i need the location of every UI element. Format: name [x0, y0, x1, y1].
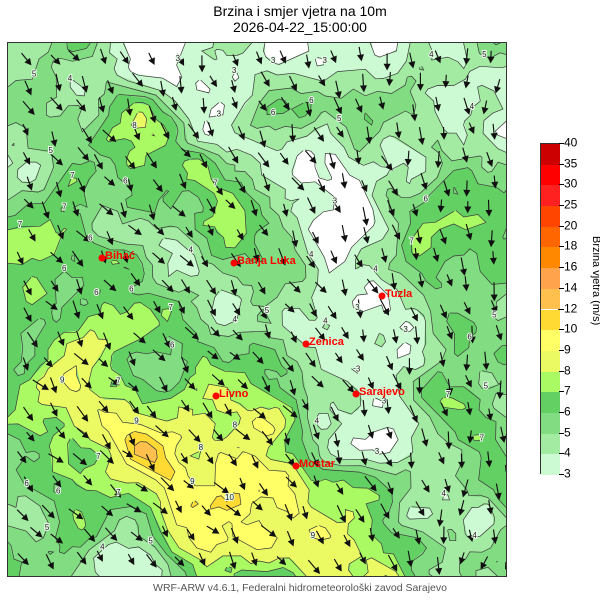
svg-text:6: 6	[129, 285, 134, 294]
svg-text:3: 3	[322, 56, 327, 65]
svg-text:5: 5	[45, 523, 50, 532]
svg-text:4: 4	[100, 543, 105, 552]
svg-text:6: 6	[56, 486, 61, 495]
svg-text:10: 10	[225, 493, 234, 502]
svg-text:3: 3	[176, 54, 181, 63]
svg-text:4: 4	[429, 50, 434, 59]
svg-text:3: 3	[356, 365, 361, 374]
svg-text:7: 7	[116, 488, 121, 497]
svg-text:7: 7	[116, 377, 121, 386]
svg-text:8: 8	[199, 443, 204, 452]
svg-text:4: 4	[323, 317, 328, 326]
svg-text:6: 6	[170, 341, 175, 350]
svg-text:4: 4	[470, 102, 475, 111]
svg-text:5: 5	[492, 311, 497, 320]
svg-text:3: 3	[403, 325, 408, 334]
svg-text:9: 9	[134, 416, 139, 425]
svg-text:5: 5	[32, 70, 37, 79]
svg-text:7: 7	[446, 390, 451, 399]
svg-text:3: 3	[382, 397, 387, 406]
svg-text:6: 6	[467, 333, 472, 342]
svg-text:4: 4	[472, 531, 477, 540]
svg-text:6: 6	[24, 479, 29, 488]
svg-text:4: 4	[309, 250, 314, 259]
svg-text:9: 9	[60, 376, 65, 385]
svg-text:6: 6	[88, 233, 93, 242]
svg-text:5: 5	[482, 50, 487, 59]
svg-text:5: 5	[48, 146, 53, 155]
svg-text:8: 8	[233, 421, 238, 430]
svg-text:8: 8	[132, 121, 137, 130]
svg-text:4: 4	[373, 265, 378, 274]
svg-text:3: 3	[355, 303, 360, 312]
svg-text:7: 7	[168, 303, 173, 312]
svg-text:7: 7	[62, 202, 67, 211]
svg-text:7: 7	[480, 434, 485, 443]
svg-text:7: 7	[213, 178, 218, 187]
svg-text:4: 4	[233, 315, 238, 324]
svg-text:5: 5	[337, 114, 342, 123]
svg-text:5: 5	[148, 537, 153, 546]
svg-text:6: 6	[423, 195, 428, 204]
svg-text:9: 9	[190, 477, 195, 486]
svg-text:6: 6	[271, 108, 276, 117]
svg-text:7: 7	[70, 171, 75, 180]
svg-text:4: 4	[441, 489, 446, 498]
svg-text:4: 4	[68, 74, 73, 83]
svg-text:5: 5	[484, 382, 489, 391]
svg-text:3: 3	[271, 56, 276, 65]
svg-text:5: 5	[265, 306, 270, 315]
svg-text:9: 9	[311, 531, 316, 540]
svg-text:7: 7	[18, 220, 23, 229]
svg-text:3: 3	[375, 447, 380, 456]
svg-text:6: 6	[123, 176, 128, 185]
svg-text:6: 6	[309, 96, 314, 105]
svg-text:3: 3	[232, 66, 237, 75]
svg-text:7: 7	[96, 452, 101, 461]
svg-text:6: 6	[62, 264, 67, 273]
svg-text:4: 4	[188, 246, 193, 255]
svg-text:3: 3	[217, 110, 222, 119]
svg-text:3: 3	[333, 196, 338, 205]
svg-text:7: 7	[409, 237, 414, 246]
svg-text:6: 6	[94, 288, 99, 297]
svg-text:4: 4	[315, 417, 320, 426]
